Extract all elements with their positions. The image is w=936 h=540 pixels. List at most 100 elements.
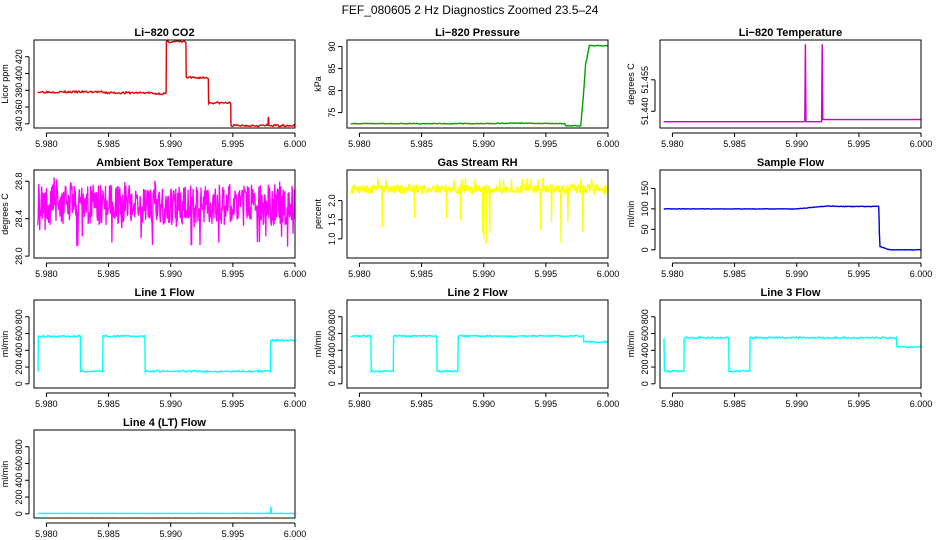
x-tick-label: 5.995 [535, 399, 558, 409]
x-tick-label: 6.000 [597, 269, 620, 279]
panel-title: Line 3 Flow [761, 287, 821, 299]
x-tick-label: 5.985 [97, 399, 120, 409]
y-tick-label: 420 [14, 49, 24, 64]
x-tick-label: 5.980 [35, 529, 58, 539]
y-tick-label: 400 [14, 343, 24, 358]
plot-frame [33, 169, 296, 259]
x-tick-label: 6.000 [284, 529, 307, 539]
y-tick-label: 400 [14, 473, 24, 488]
y-axis-label: kPa [313, 76, 323, 92]
y-axis-label: ml/min [626, 331, 636, 358]
y-tick-label: 600 [14, 456, 24, 471]
panel-title: Sample Flow [757, 157, 825, 169]
panel-li820-pressure: Li−820 Pressure kPa 5.980 5.985 5.990 5.995 6.… [313, 27, 619, 149]
y-tick-label: 600 [640, 326, 650, 341]
y-tick-label: 1.5 [327, 213, 337, 226]
y-axis: 0 200 400 600 800 [14, 309, 30, 386]
series-line [663, 335, 921, 373]
x-axis: 5.980 5.985 5.990 5.995 6.000 [661, 132, 933, 149]
panel-line-1-flow: Line 1 Flow ml/min 5.980 5.985 5.990 5.995 6.0… [0, 287, 306, 409]
panel-title: Line 1 Flow [135, 287, 195, 299]
y-tick-label: 28.4 [14, 210, 24, 228]
x-tick-label: 5.980 [348, 139, 371, 149]
x-tick-label: 5.990 [472, 399, 495, 409]
x-tick-label: 5.995 [848, 269, 871, 279]
y-tick-label: 2.0 [327, 194, 337, 207]
series-line [37, 40, 295, 128]
y-axis: 28.0 28.4 28.8 [14, 172, 30, 265]
y-tick-label: 80 [327, 86, 337, 96]
y-tick-label: 75 [327, 108, 337, 118]
x-tick-label: 5.985 [410, 269, 433, 279]
y-tick-label: 360 [14, 100, 24, 115]
panel-title: Gas Stream RH [437, 157, 517, 169]
y-tick-label: 150 [640, 181, 650, 196]
panel-title: Line 4 (LT) Flow [123, 417, 206, 429]
x-tick-label: 5.980 [661, 269, 684, 279]
x-tick-label: 5.980 [35, 399, 58, 409]
x-axis: 5.980 5.985 5.990 5.995 6.000 [661, 392, 933, 409]
y-tick-label: 380 [14, 83, 24, 98]
panel-sample-flow: Sample Flow ml/min 5.980 5.985 5.990 5.995 6.0… [626, 157, 932, 279]
x-tick-label: 5.990 [159, 399, 182, 409]
series-line [663, 44, 921, 123]
y-tick-label: 800 [14, 309, 24, 324]
y-axis: 0 200 400 600 800 [14, 439, 30, 516]
x-axis: 5.980 5.985 5.990 5.995 6.000 [348, 132, 619, 149]
x-tick-label: 6.000 [910, 269, 933, 279]
x-axis: 5.980 5.985 5.990 5.995 6.000 [348, 392, 619, 409]
x-tick-label: 6.000 [910, 139, 933, 149]
plot-frame [659, 299, 922, 389]
y-axis: 0 200 400 600 800 [327, 309, 343, 386]
y-axis-label: percent [313, 198, 323, 229]
y-tick-label: 200 [14, 490, 24, 505]
series-line [37, 177, 295, 247]
x-tick-label: 5.985 [723, 139, 746, 149]
y-tick-label: 800 [640, 309, 650, 324]
x-tick-label: 6.000 [284, 139, 307, 149]
x-tick-label: 5.980 [35, 139, 58, 149]
panel-line-3-flow: Line 3 Flow ml/min 5.980 5.985 5.990 5.995 6.0… [626, 287, 932, 409]
series-line [350, 334, 608, 374]
y-tick-label: 400 [640, 343, 650, 358]
y-tick-label: 600 [14, 326, 24, 341]
y-tick-label: 0 [327, 381, 337, 386]
y-tick-label: 340 [14, 116, 24, 131]
y-tick-label: 0 [14, 511, 24, 516]
x-tick-label: 5.995 [535, 139, 558, 149]
y-tick-label: 200 [327, 360, 337, 375]
x-tick-label: 5.980 [661, 139, 684, 149]
panel-title: Li−820 Pressure [435, 27, 520, 39]
x-tick-label: 5.995 [535, 269, 558, 279]
x-axis: 5.980 5.985 5.990 5.995 6.000 [35, 392, 306, 409]
y-axis-label: ml/min [0, 461, 10, 488]
y-tick-label: 0 [14, 381, 24, 386]
y-tick-label: 400 [327, 343, 337, 358]
series-line [37, 506, 295, 515]
x-tick-label: 6.000 [284, 269, 307, 279]
x-tick-label: 5.985 [723, 269, 746, 279]
y-axis: 0 50 100 150 [640, 181, 656, 252]
y-axis: 1.0 1.5 2.0 [327, 194, 343, 246]
plot-frame [659, 39, 922, 129]
x-tick-label: 5.990 [785, 399, 808, 409]
panel-title: Li−820 CO2 [134, 27, 194, 39]
x-tick-label: 5.990 [472, 139, 495, 149]
y-tick-label: 1.0 [327, 233, 337, 246]
plot-frame [346, 169, 609, 259]
panel-title: Ambient Box Temperature [96, 157, 233, 169]
y-tick-label: 200 [640, 360, 650, 375]
x-tick-label: 6.000 [910, 399, 933, 409]
y-axis-label: degrees C [0, 193, 10, 235]
y-axis-label: degrees C [626, 63, 636, 105]
x-tick-label: 5.990 [159, 529, 182, 539]
series-line [37, 334, 295, 375]
x-tick-label: 5.985 [410, 139, 433, 149]
y-tick-label: 51.440 [640, 97, 650, 125]
x-tick-label: 5.980 [35, 269, 58, 279]
x-tick-label: 5.980 [348, 399, 371, 409]
x-tick-label: 5.985 [97, 529, 120, 539]
y-tick-label: 600 [327, 326, 337, 341]
